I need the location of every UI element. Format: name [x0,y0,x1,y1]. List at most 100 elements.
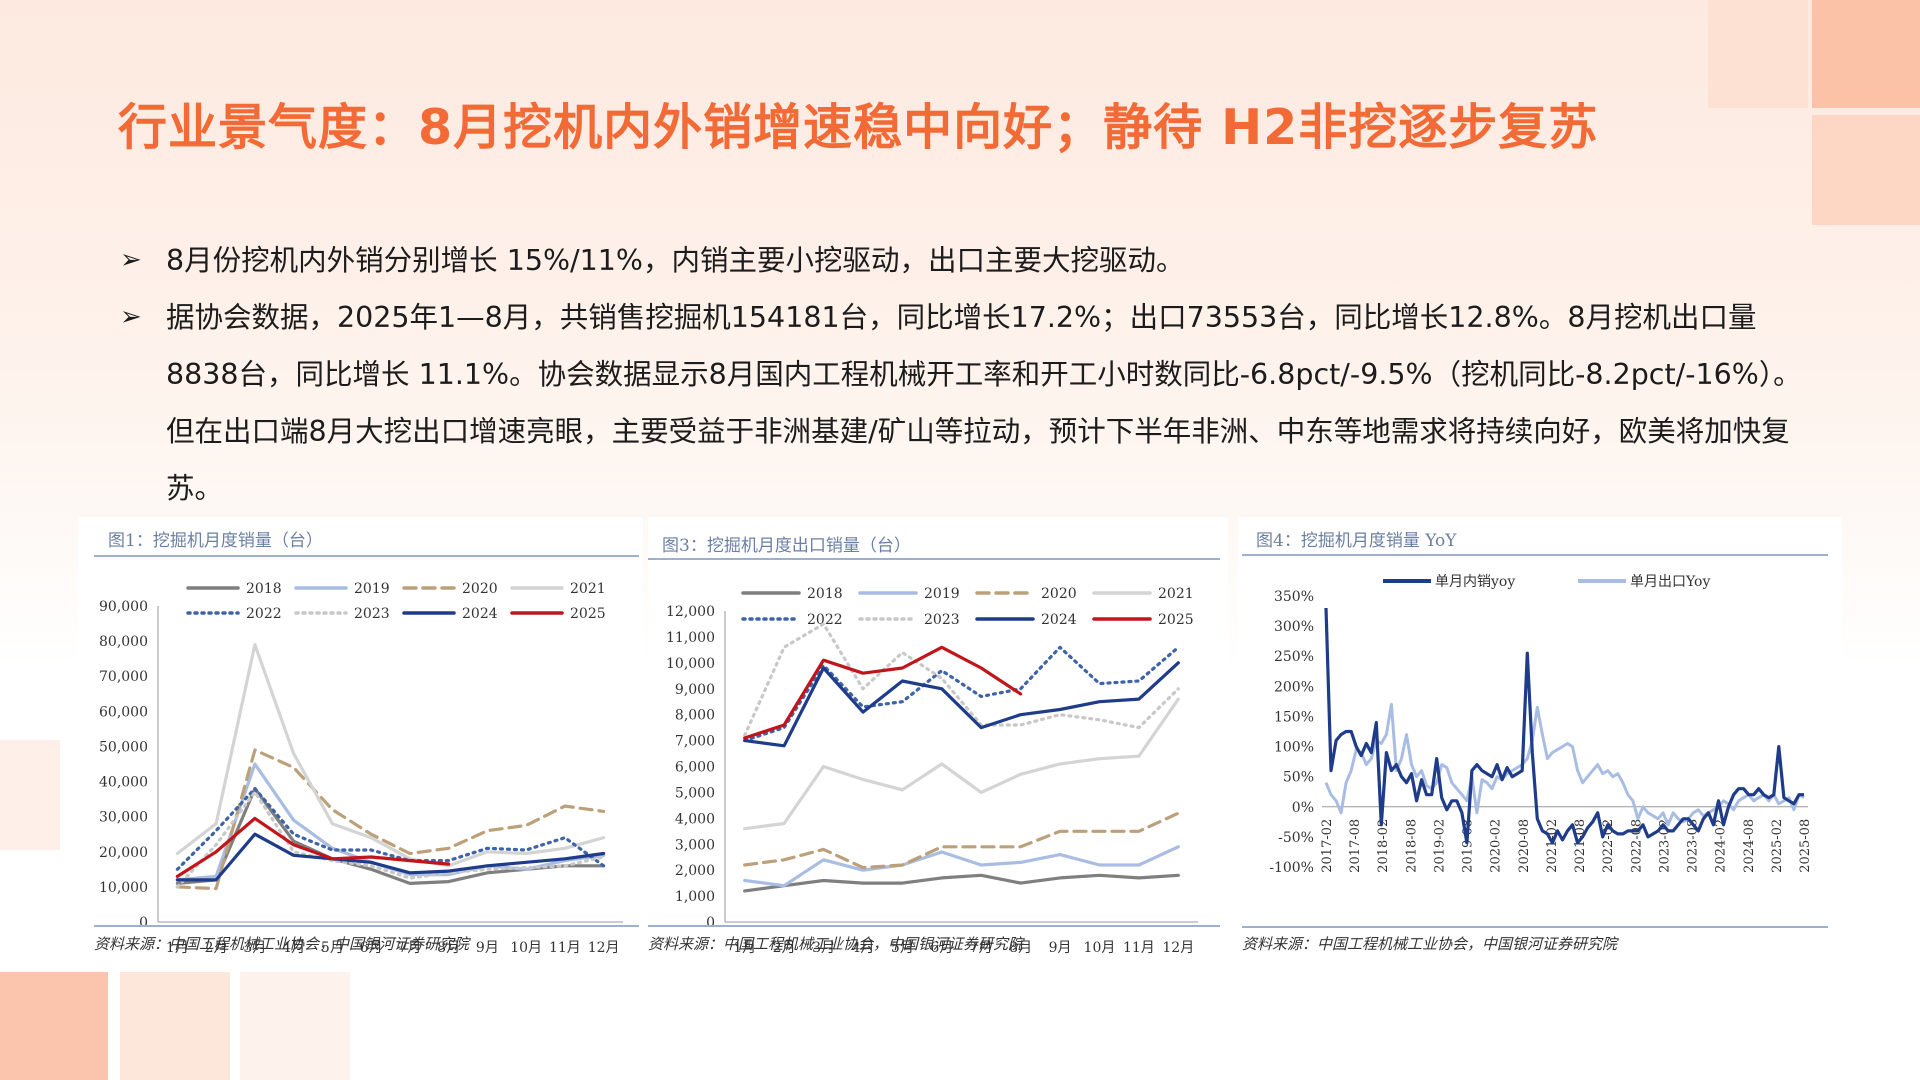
chart-panel-monthly-exports: 图3：挖掘机月度出口销量（台） 0 1,000 2,000 3,000 4,000 5,0… [648,517,1228,959]
y-tick-label: 60,000 [99,704,148,720]
series-line-2022 [743,645,1180,743]
legend-label: 2021 [570,581,606,597]
y-tick-label: 300% [1274,619,1314,635]
x-tick-label: 2023-08 [1686,819,1701,873]
series-line-2020 [175,748,606,891]
x-tick-label: 3月 [812,940,835,956]
bottom-rule [648,925,1220,927]
arrow-bullet-icon: ➢ [120,245,142,275]
x-tick-label: 1月 [166,940,189,956]
x-tick-label: 2025-08 [1798,819,1813,873]
x-tick-label: 7月 [398,940,421,956]
y-tick-label: 50,000 [99,739,148,755]
y-tick-label: 3,000 [675,837,715,853]
y-tick-label: 8,000 [675,708,715,724]
x-tick-label: 8月 [1009,940,1032,956]
legend-label: 2023 [924,612,960,628]
bottom-rule [1242,926,1828,928]
chart-yoy: -100% -50% 0% 50% 100% 150% 200% 250% 300% 350% 20… [1269,574,1813,876]
decor-block-top-right-2 [1708,0,1808,108]
x-tick-label: 4月 [282,940,305,956]
x-tick-label: 2017-02 [1320,819,1335,873]
y-tick-label: 200% [1274,679,1314,695]
y-tick-label: 4,000 [675,811,715,827]
x-tick-label: 12月 [1162,940,1194,956]
y-tick-label: 250% [1274,649,1314,665]
legend-label: 单月内销yoy [1435,574,1515,590]
x-tick-label: 2020-02 [1489,819,1504,873]
x-tick-label: 2025-02 [1770,819,1785,873]
series-line-domestic-yoy [1324,607,1804,845]
x-tick-label: 5月 [891,940,914,956]
y-tick-label: 0 [706,915,715,931]
y-tick-label: 100% [1274,740,1314,756]
chart-title: 图3：挖掘机月度出口销量（台） [662,536,911,556]
y-tick-label: 11,000 [666,630,715,646]
legend-label: 2022 [246,606,282,622]
y-tick-label: -50% [1278,830,1314,846]
y-tick-label: 90,000 [99,599,148,615]
y-tick-label: 350% [1274,589,1314,605]
page-title: 行业景气度：8月挖机内外销增速稳中向好；静待 H2非挖逐步复苏 [118,99,1599,156]
y-tick-label: 10,000 [99,880,148,896]
series-line-2022 [175,787,606,871]
legend-label: 2020 [1041,586,1077,602]
chart-source: 资料来源：中国工程机械工业协会，中国银河证券研究院 [94,935,470,953]
chart-source: 资料来源：中国工程机械工业协会，中国银河证券研究院 [1242,935,1618,953]
y-tick-label: 0% [1292,800,1314,816]
series-line-2024 [175,832,606,882]
x-tick-label: 9月 [1049,940,1072,956]
arrow-bullet-icon: ➢ [120,302,142,332]
y-tick-label: 80,000 [99,634,148,650]
chart-panel-monthly-sales: 图1：挖掘机月度销量（台） 0 10,000 20,000 30,000 40,000 5… [78,517,643,959]
series-line-2025 [175,816,451,878]
y-tick-label: 12,000 [666,604,715,620]
y-tick-label: 50% [1283,770,1314,786]
x-tick-label: 2月 [205,940,228,956]
x-tick-label: 6月 [930,940,953,956]
series-line-2023 [175,790,606,889]
bullet-item: ➢ 据协会数据，2025年1—8月，共销售挖掘机154181台，同比增长17.2… [120,289,1820,517]
decor-block-left [0,740,60,850]
x-tick-label: 2024-02 [1714,819,1729,873]
x-tick-label: 10月 [1084,940,1116,956]
decor-block-bottom-left-2 [120,972,230,1080]
x-tick-label: 2021-02 [1545,819,1560,873]
chart-title: 图4：挖掘机月度销量 YoY [1256,531,1457,551]
decor-block-top-right [1812,0,1920,108]
legend-label: 2024 [1041,612,1077,628]
decor-block-bottom-left-3 [240,972,350,1080]
legend-label: 单月出口Yoy [1630,574,1710,590]
legend-label: 2024 [462,606,498,622]
legend-label: 2018 [807,586,843,602]
x-tick-label: 8月 [437,940,460,956]
legend-label: 2023 [354,606,390,622]
series-line-2018 [743,873,1180,893]
bullet-text: 8月份挖机内外销分别增长 15%/11%，内销主要小挖驱动，出口主要大挖驱动。 [166,244,1185,277]
y-tick-label: 70,000 [99,669,148,685]
x-tick-label: 1月 [733,940,756,956]
bullet-list: ➢ 8月份挖机内外销分别增长 15%/11%，内销主要小挖驱动，出口主要大挖驱动… [120,232,1820,517]
chart-monthly-sales: 0 10,000 20,000 30,000 40,000 50,000 60,000 70,… [99,581,623,956]
y-tick-label: 20,000 [99,845,148,861]
bottom-rule [94,925,639,927]
x-tick-label: 2021-08 [1573,819,1588,873]
legend-label: 2019 [354,581,390,597]
x-tick-label: 2020-08 [1517,819,1532,873]
series-line-export-yoy [1324,702,1805,827]
title-rule [94,555,639,557]
legend-label: 2021 [1158,586,1194,602]
x-tick-label: 7月 [970,940,993,956]
y-tick-label: 0 [139,915,148,931]
chart-panel-yoy: 图4：挖掘机月度销量 YoY -100% -50% 0% 50% 100% 150% 200… [1238,517,1842,959]
x-tick-label: 11月 [1123,940,1155,956]
y-tick-label: 6,000 [675,760,715,776]
legend-label: 2025 [570,606,606,622]
y-tick-label: 9,000 [675,682,715,698]
x-tick-label: 6月 [360,940,383,956]
bullet-text: 据协会数据，2025年1—8月，共销售挖掘机154181台，同比增长17.2%；… [166,301,1802,505]
chart-title: 图1：挖掘机月度销量（台） [108,531,323,551]
y-tick-label: 2,000 [675,863,715,879]
x-tick-label: 12月 [588,940,620,956]
legend-label: 2022 [807,612,843,628]
